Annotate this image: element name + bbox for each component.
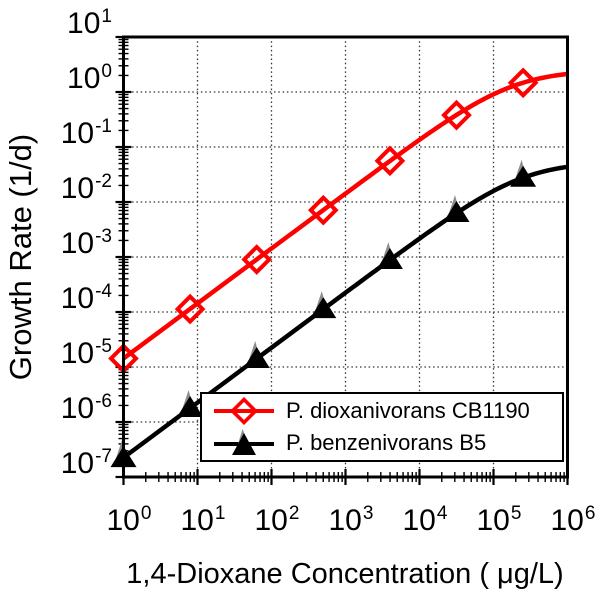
- open-diamond-icon: [229, 397, 259, 426]
- open-diamond-marker: [174, 293, 206, 325]
- filled-triangle-marker: [443, 201, 470, 223]
- legend-label-cb1190: P. dioxanivorans CB1190: [286, 398, 530, 424]
- open-diamond-marker: [307, 194, 339, 226]
- filled-triangle-marker: [510, 165, 537, 187]
- filled-triangle-marker: [177, 395, 204, 417]
- x-axis-title: 1,4-Dioxane Concentration ( μg/L): [126, 558, 564, 590]
- legend-sample-b5: [214, 428, 274, 455]
- legend: P. dioxanivorans CB1190 P. benzenivorans…: [200, 392, 564, 462]
- legend-label-b5: P. benzenivorans B5: [286, 429, 487, 455]
- curve-filled-triangle: [123, 164, 568, 460]
- y-axis-title: Growth Rate (1/d): [3, 133, 38, 381]
- curve-open-diamond: [123, 71, 568, 361]
- plot-border: [122, 35, 569, 479]
- open-diamond-marker: [441, 99, 472, 131]
- filled-triangle-icon: [232, 432, 256, 455]
- legend-sample-cb1190: [214, 397, 274, 426]
- open-diamond-marker: [507, 67, 539, 99]
- filled-triangle-marker: [243, 346, 270, 368]
- filled-triangle-marker: [376, 248, 403, 270]
- open-diamond-marker: [374, 145, 406, 177]
- open-diamond-marker: [241, 244, 273, 275]
- legend-entry-b5: P. benzenivorans B5: [211, 428, 562, 458]
- filled-triangle-marker: [310, 297, 337, 319]
- legend-entry-cb1190: P. dioxanivorans CB1190: [211, 396, 562, 426]
- y-axis-title-wrap: Growth Rate (1/d): [0, 37, 42, 477]
